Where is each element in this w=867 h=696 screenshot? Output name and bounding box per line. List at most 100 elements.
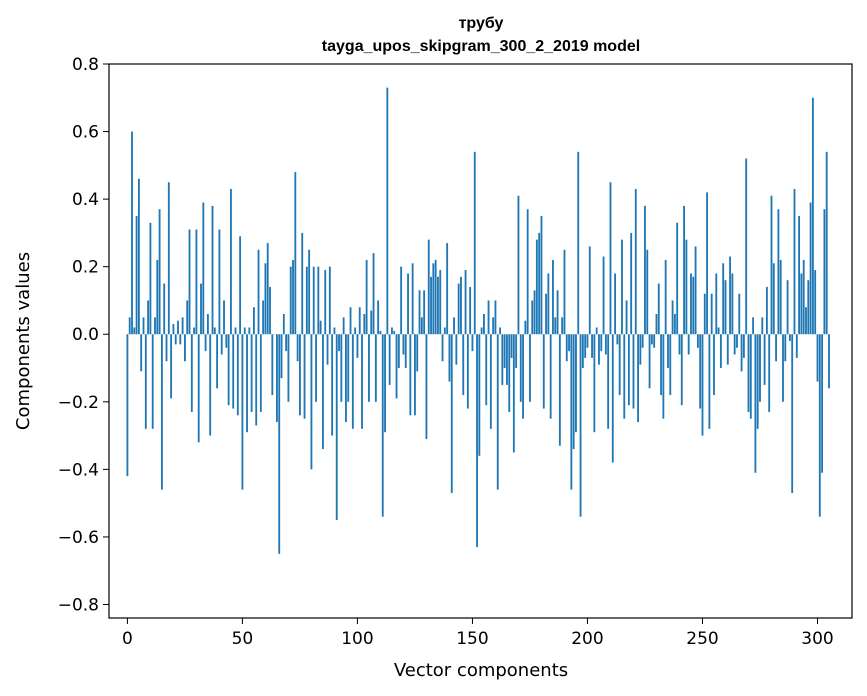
bar-86: [324, 270, 327, 335]
bar-186: [554, 317, 557, 335]
bar-92: [338, 334, 340, 352]
bar-165: [506, 334, 508, 385]
x-tick-label: 0: [122, 629, 133, 649]
bar-281: [772, 263, 775, 335]
bar-174: [526, 209, 529, 335]
bar-216: [623, 334, 626, 419]
bar-176: [531, 300, 534, 335]
bar-261: [726, 334, 729, 365]
bar-272: [752, 317, 755, 335]
bar-299: [814, 270, 817, 335]
bar-48: [236, 334, 239, 416]
bar-258: [719, 334, 722, 369]
bar-301: [818, 334, 821, 517]
bar-94: [342, 317, 345, 335]
bar-11: [151, 334, 154, 429]
bar-265: [736, 334, 738, 348]
bar-111: [381, 334, 384, 517]
bar-168: [512, 334, 515, 453]
bar-297: [809, 202, 812, 335]
bar-25: [183, 334, 186, 362]
bar-210: [609, 182, 612, 335]
bar-179: [538, 232, 541, 335]
bar-217: [625, 300, 628, 335]
bar-152: [476, 334, 478, 548]
bar-254: [710, 293, 713, 335]
bar-199: [584, 334, 587, 358]
bar-151: [473, 151, 476, 335]
bar-196: [577, 151, 580, 335]
y-tick-label: 0.6: [72, 123, 99, 143]
bar-14: [158, 209, 161, 335]
bar-75: [299, 334, 301, 416]
bar-95: [345, 334, 347, 423]
bar-230: [655, 313, 658, 335]
bar-182: [545, 293, 547, 335]
bar-93: [340, 334, 343, 402]
bar-18: [167, 182, 170, 335]
bar-87: [326, 334, 329, 365]
bar-262: [729, 256, 731, 335]
bar-218: [627, 334, 630, 406]
bar-300: [816, 334, 819, 382]
bar-71: [289, 266, 292, 335]
bar-28: [190, 334, 193, 412]
bar-6: [140, 334, 143, 372]
bar-155: [483, 313, 485, 335]
bar-96: [347, 334, 350, 402]
bar-84: [319, 320, 322, 335]
bar-256: [715, 273, 718, 335]
bar-150: [471, 334, 474, 352]
bar-237: [671, 300, 674, 335]
bar-81: [312, 266, 315, 335]
bar-116: [393, 330, 396, 335]
bar-280: [770, 195, 773, 335]
bar-33: [202, 202, 205, 335]
bar-144: [457, 283, 460, 335]
bar-67: [280, 334, 283, 379]
bar-60: [264, 263, 267, 335]
bar-148: [466, 334, 469, 409]
bar-145: [460, 276, 462, 335]
bar-138: [443, 327, 446, 335]
bar-298: [811, 97, 814, 335]
bar-118: [397, 334, 400, 369]
bar-303: [823, 209, 826, 335]
bar-249: [699, 334, 702, 409]
bar-135: [437, 276, 439, 335]
bar-169: [515, 334, 518, 369]
bar-113: [386, 87, 389, 335]
bar-78: [305, 266, 308, 335]
bar-126: [416, 334, 419, 372]
bar-203: [593, 334, 596, 433]
bar-236: [669, 334, 672, 396]
y-tick-label: 0.8: [72, 55, 99, 75]
bar-103: [363, 313, 366, 335]
bar-32: [200, 283, 202, 335]
bar-157: [487, 300, 490, 335]
bar-156: [485, 334, 488, 406]
bar-205: [598, 334, 600, 365]
bar-72: [292, 259, 294, 335]
bar-109: [377, 300, 380, 335]
bar-197: [579, 334, 582, 517]
bar-115: [391, 327, 393, 335]
bar-0: [126, 334, 129, 477]
bar-233: [662, 334, 665, 419]
bar-213: [616, 334, 619, 345]
bar-35: [206, 313, 209, 335]
bar-195: [575, 334, 577, 433]
bar-170: [517, 195, 520, 335]
y-tick-label: −0.2: [58, 393, 99, 413]
bar-304: [825, 151, 828, 335]
bar-259: [722, 263, 725, 335]
bar-142: [453, 317, 455, 335]
bar-291: [795, 334, 798, 358]
bar-255: [713, 334, 715, 396]
bar-130: [425, 334, 428, 439]
bar-171: [519, 334, 522, 402]
bar-219: [630, 232, 633, 335]
bar-70: [287, 334, 290, 402]
bar-184: [549, 334, 552, 419]
bar-164: [503, 334, 506, 369]
